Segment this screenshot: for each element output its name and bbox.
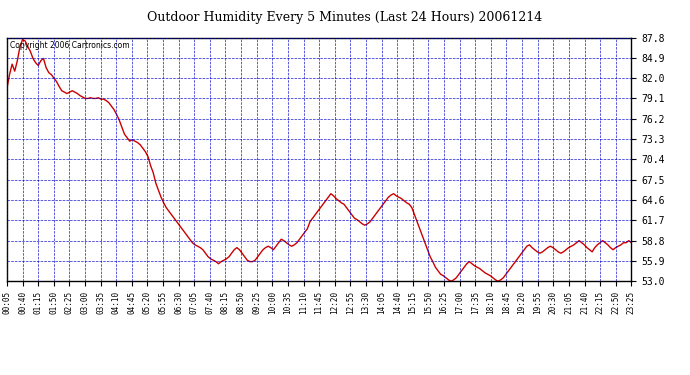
Text: Copyright 2006 Cartronics.com: Copyright 2006 Cartronics.com xyxy=(10,41,130,50)
Text: Outdoor Humidity Every 5 Minutes (Last 24 Hours) 20061214: Outdoor Humidity Every 5 Minutes (Last 2… xyxy=(148,11,542,24)
